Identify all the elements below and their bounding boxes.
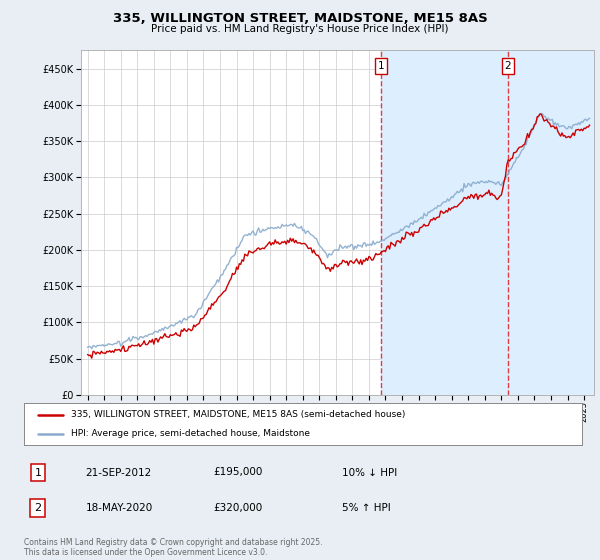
Text: 2: 2: [505, 61, 511, 71]
Text: 21-SEP-2012: 21-SEP-2012: [85, 468, 152, 478]
Text: 1: 1: [377, 61, 384, 71]
Text: 10% ↓ HPI: 10% ↓ HPI: [342, 468, 397, 478]
Text: 335, WILLINGTON STREET, MAIDSTONE, ME15 8AS: 335, WILLINGTON STREET, MAIDSTONE, ME15 …: [113, 12, 487, 25]
Text: £320,000: £320,000: [214, 503, 263, 513]
Text: Price paid vs. HM Land Registry's House Price Index (HPI): Price paid vs. HM Land Registry's House …: [151, 24, 449, 34]
Text: 5% ↑ HPI: 5% ↑ HPI: [342, 503, 391, 513]
Text: 18-MAY-2020: 18-MAY-2020: [85, 503, 152, 513]
Bar: [381, 50, 594, 395]
Text: HPI: Average price, semi-detached house, Maidstone: HPI: Average price, semi-detached house,…: [71, 430, 310, 438]
Text: 335, WILLINGTON STREET, MAIDSTONE, ME15 8AS (semi-detached house): 335, WILLINGTON STREET, MAIDSTONE, ME15 …: [71, 410, 406, 419]
Text: 1: 1: [34, 468, 41, 478]
Text: 2: 2: [34, 503, 41, 513]
Text: Contains HM Land Registry data © Crown copyright and database right 2025.
This d: Contains HM Land Registry data © Crown c…: [24, 538, 323, 557]
Text: £195,000: £195,000: [214, 468, 263, 478]
